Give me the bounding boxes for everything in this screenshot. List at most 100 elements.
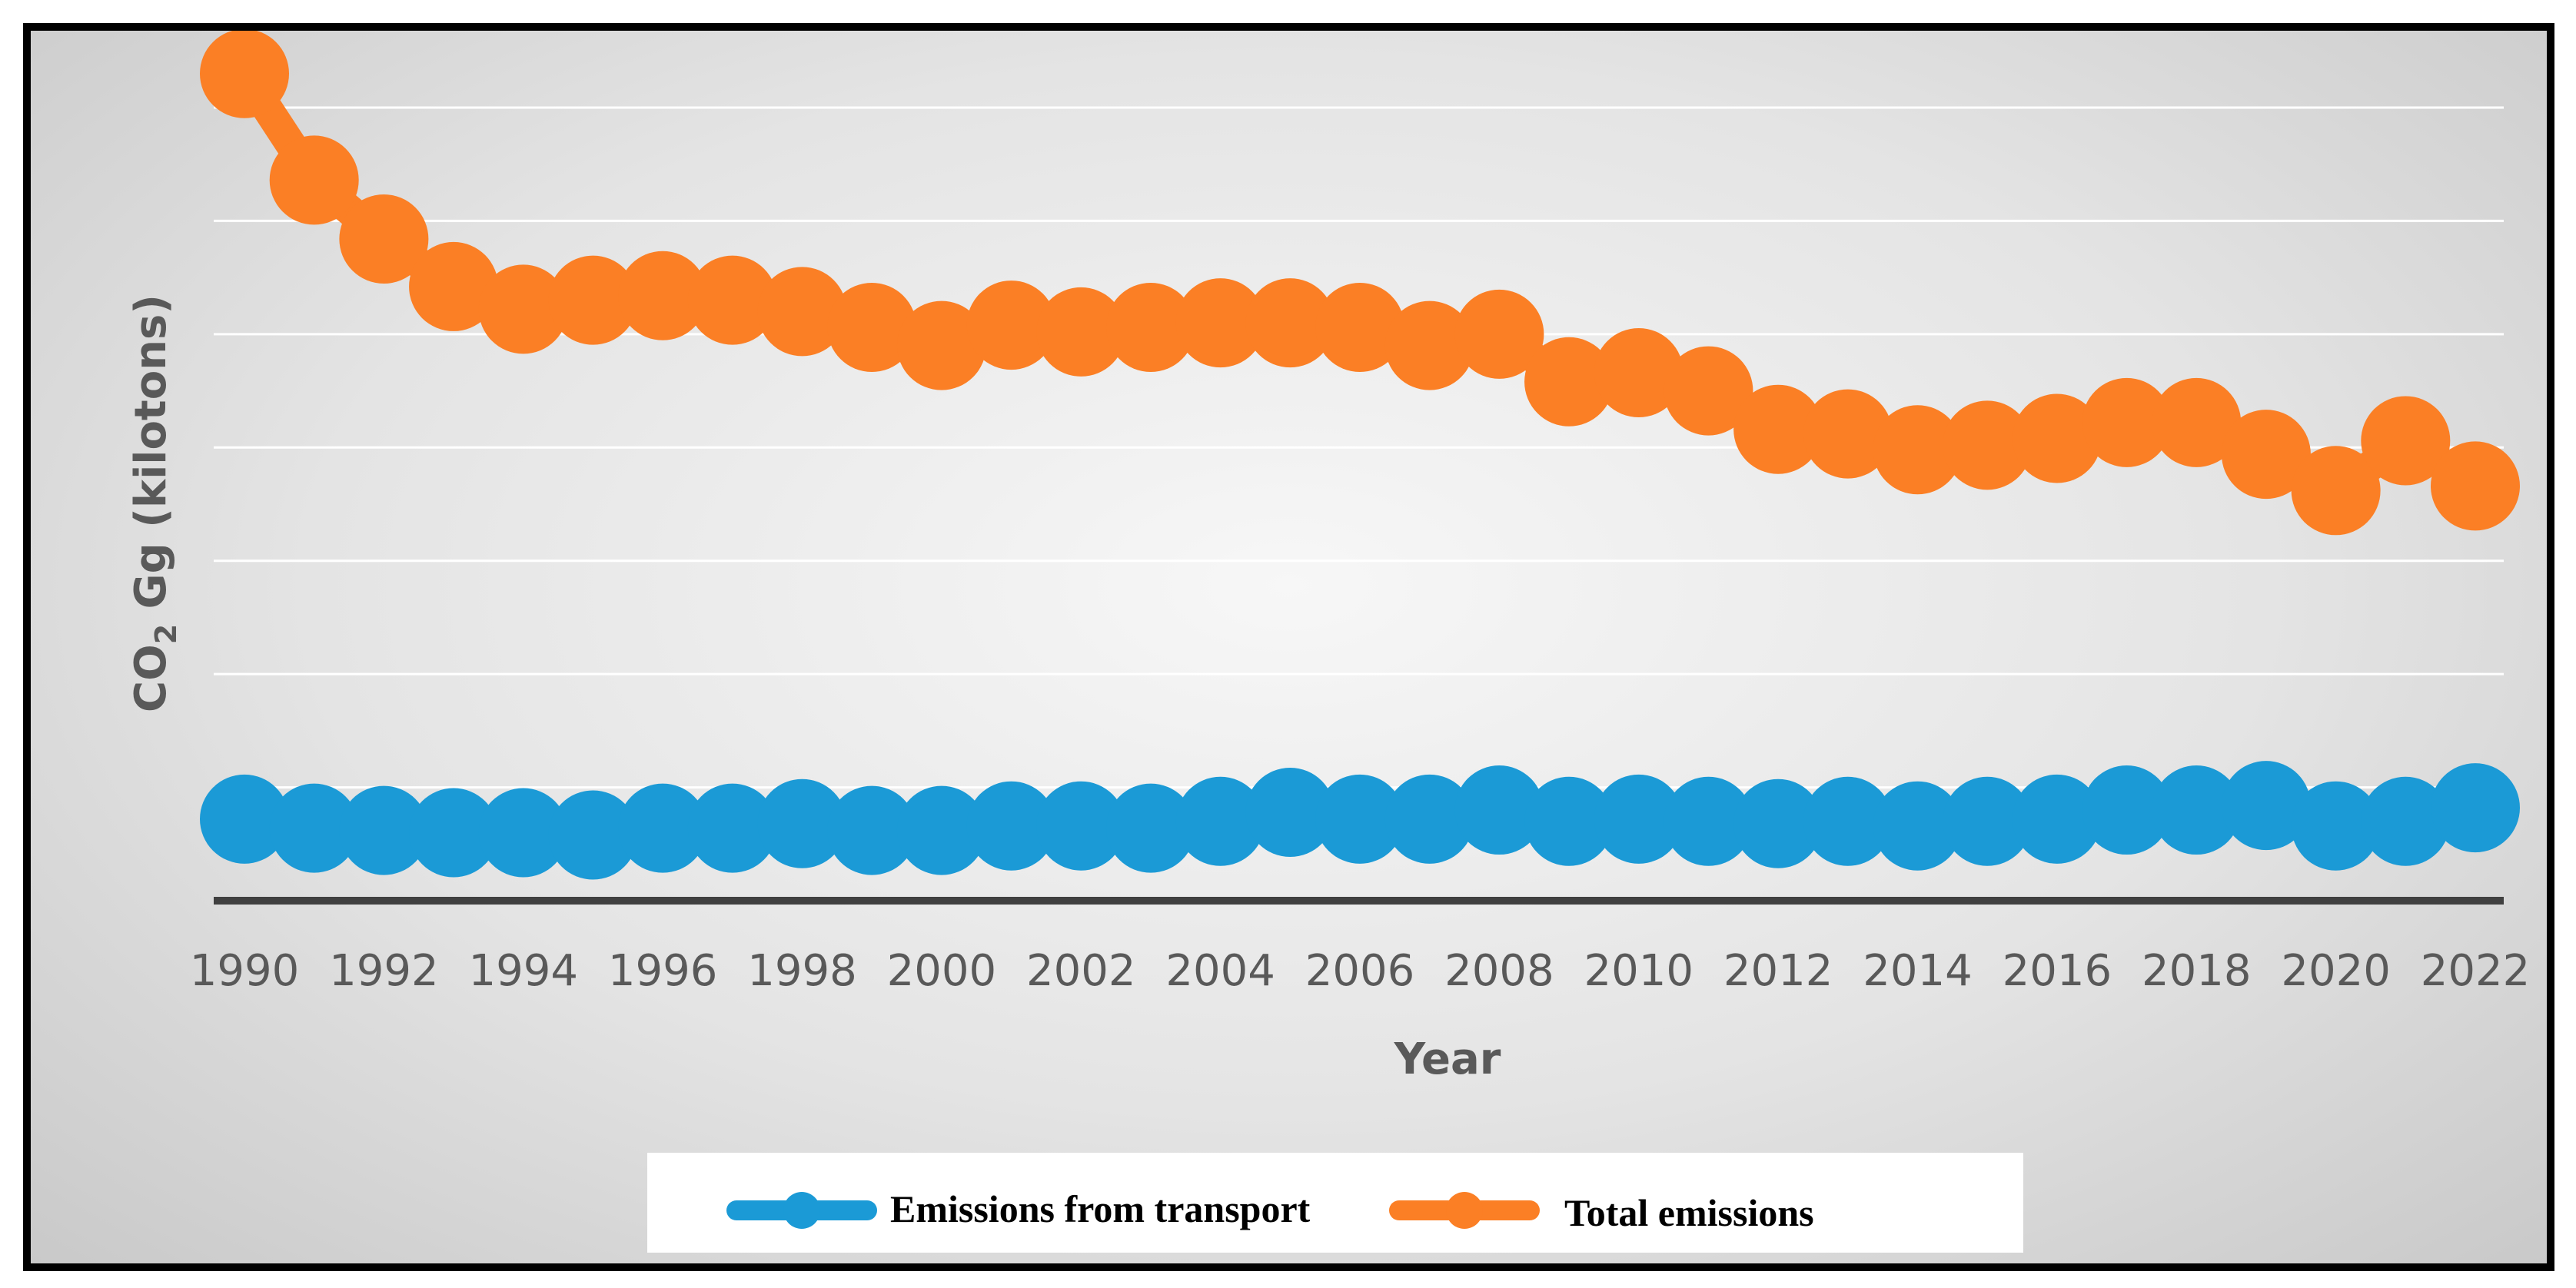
x-tick-label-2000: 2000 (887, 946, 997, 996)
x-axis-tick-labels: 1990 1992 1994 1996 1998 2000 2002 2004 2006 2008… (190, 946, 2531, 996)
y-axis-title-subscript: 2 (149, 624, 183, 644)
data-point-total-2005 (1245, 278, 1335, 368)
data-point-transport-2000 (896, 785, 986, 875)
chart-frame: 1990 1992 1994 1996 1998 2000 2002 2004 2006 2008… (23, 23, 2554, 1271)
data-point-transport-2013 (1803, 776, 1893, 866)
x-tick-label-1990: 1990 (190, 946, 300, 996)
data-point-total-2019 (2221, 410, 2311, 500)
data-point-total-2007 (1384, 300, 1474, 390)
x-tick-label-1994: 1994 (468, 946, 578, 996)
legend: Emissions from transport Total emissions (647, 1153, 2023, 1253)
data-point-transport-1995 (548, 790, 638, 880)
data-point-transport-1994 (478, 788, 568, 878)
series-total (200, 31, 2520, 536)
data-point-transport-2007 (1384, 774, 1474, 864)
data-point-transport-2022 (2431, 763, 2520, 853)
x-tick-label-2016: 2016 (2003, 946, 2112, 996)
data-point-total-2017 (2082, 377, 2172, 467)
x-tick-label-1996: 1996 (608, 946, 718, 996)
data-point-transport-2012 (1733, 778, 1823, 868)
data-point-total-2002 (1036, 287, 1126, 377)
data-point-transport-2005 (1245, 768, 1335, 858)
x-tick-label-2004: 2004 (1165, 946, 1275, 996)
y-axis-title-main: CO (126, 644, 176, 712)
data-point-total-1993 (409, 241, 499, 331)
data-point-transport-1991 (269, 783, 359, 873)
data-point-total-2006 (1315, 283, 1404, 373)
data-point-total-2015 (1943, 400, 2033, 490)
data-point-transport-1999 (827, 785, 917, 875)
data-point-transport-2001 (966, 781, 1056, 871)
data-point-total-2009 (1524, 337, 1614, 427)
legend-label-transport: Emissions from transport (890, 1187, 1311, 1230)
data-point-total-2013 (1803, 389, 1893, 479)
data-point-total-1997 (687, 255, 777, 345)
data-point-total-2000 (896, 300, 986, 390)
data-point-total-2011 (1664, 346, 1753, 436)
data-point-transport-1998 (757, 778, 847, 868)
x-tick-label-2022: 2022 (2421, 946, 2531, 996)
y-axis-title: CO2 Gg (kilotons) (126, 294, 183, 712)
data-point-total-1996 (618, 251, 708, 340)
y-axis-title-rest: Gg (kilotons) (126, 294, 176, 624)
data-point-total-2001 (966, 281, 1056, 370)
data-point-transport-2011 (1664, 776, 1753, 866)
x-tick-label-2008: 2008 (1444, 946, 1554, 996)
series-transport (200, 761, 2520, 880)
x-tick-label-2002: 2002 (1026, 946, 1136, 996)
data-point-transport-2015 (1943, 776, 2033, 866)
data-point-transport-2017 (2082, 765, 2172, 855)
data-point-transport-1993 (409, 788, 499, 878)
x-tick-label-2006: 2006 (1305, 946, 1415, 996)
data-point-total-2010 (1594, 327, 1684, 417)
data-point-total-1999 (827, 283, 917, 373)
x-tick-label-1992: 1992 (329, 946, 439, 996)
data-point-total-2004 (1175, 278, 1265, 368)
x-tick-label-2010: 2010 (1584, 946, 1694, 996)
data-point-total-1995 (548, 255, 638, 345)
legend-marker-transport (783, 1192, 820, 1229)
data-point-total-2020 (2291, 446, 2381, 536)
data-point-transport-2008 (1454, 765, 1544, 855)
x-tick-label-2018: 2018 (2142, 946, 2252, 996)
legend-label-total: Total emissions (1564, 1191, 1814, 1234)
line-chart: 1990 1992 1994 1996 1998 2000 2002 2004 2006 2008… (126, 31, 2531, 1253)
data-point-total-1990 (200, 31, 289, 118)
data-point-transport-2010 (1594, 774, 1684, 864)
data-point-transport-2014 (1873, 781, 1963, 871)
data-point-total-1991 (269, 135, 359, 225)
x-tick-label-2014: 2014 (1863, 946, 1973, 996)
x-tick-label-2020: 2020 (2281, 946, 2391, 996)
legend-marker-total (1446, 1192, 1483, 1229)
data-point-total-1994 (478, 264, 568, 354)
data-point-transport-1997 (687, 783, 777, 873)
x-tick-label-2012: 2012 (1723, 946, 1833, 996)
data-point-transport-1996 (618, 783, 708, 873)
x-axis-title: Year (1394, 1034, 1501, 1084)
data-point-total-2021 (2361, 396, 2451, 486)
series-group (200, 31, 2520, 880)
data-point-total-2022 (2431, 441, 2520, 531)
data-point-total-2014 (1873, 405, 1963, 495)
legend-background (647, 1153, 2023, 1253)
data-point-transport-1992 (339, 785, 429, 875)
data-point-transport-2021 (2361, 776, 2451, 866)
data-point-transport-1990 (200, 774, 289, 864)
data-point-transport-2018 (2152, 765, 2242, 855)
data-point-transport-2019 (2221, 761, 2311, 851)
data-point-transport-2016 (2012, 774, 2102, 864)
x-tick-label-1998: 1998 (747, 946, 857, 996)
data-point-total-2012 (1733, 384, 1823, 474)
data-point-total-1998 (757, 267, 847, 357)
data-point-transport-2020 (2291, 781, 2381, 871)
data-point-total-2008 (1454, 289, 1544, 379)
data-point-transport-2003 (1105, 783, 1195, 873)
data-point-total-2016 (2012, 393, 2102, 483)
data-point-total-1992 (339, 194, 429, 284)
data-point-transport-2004 (1175, 776, 1265, 866)
data-point-transport-2009 (1524, 776, 1614, 866)
data-point-total-2003 (1105, 283, 1195, 373)
data-point-total-2018 (2152, 377, 2242, 467)
data-point-transport-2006 (1315, 774, 1404, 864)
data-point-transport-2002 (1036, 781, 1126, 871)
